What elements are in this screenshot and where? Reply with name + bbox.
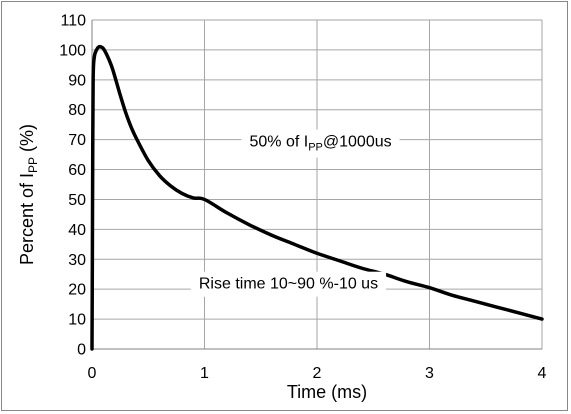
- y-tick-label: 0: [77, 342, 86, 359]
- y-tick-label: 30: [68, 252, 86, 269]
- y-tick-label: 90: [68, 72, 86, 89]
- annotation-top: 50% of IPP@1000us: [241, 129, 400, 158]
- x-axis-title: Time (ms): [287, 382, 367, 402]
- x-tick-label: 4: [538, 365, 547, 382]
- annotation-text: Rise time 10~90 %-10 us: [199, 276, 378, 293]
- annotation-text: 50% of IPP@1000us: [250, 134, 392, 154]
- annotations: 50% of IPP@1000us Rise time 10~90 %-10 us: [190, 129, 400, 297]
- annotation-bottom: Rise time 10~90 %-10 us: [190, 271, 387, 297]
- y-tick-label: 60: [68, 162, 86, 179]
- y-tick-label: 100: [59, 42, 86, 59]
- y-tick-label: 20: [68, 282, 86, 299]
- y-axis-title: Percent of IPP (%): [17, 124, 40, 265]
- y-tick-label: 50: [68, 192, 86, 209]
- series-group: [90, 44, 544, 351]
- y-tick-label: 40: [68, 222, 86, 239]
- tick-labels: 0 10 20 30 40 50 60 70 80 90 100 110 0 1 2 3 4: [59, 13, 546, 383]
- series-line: [90, 44, 544, 351]
- annotation-box: [190, 271, 387, 297]
- x-tick-label: 1: [200, 365, 209, 382]
- y-tick-label: 10: [68, 312, 86, 329]
- axis-titles: Time (ms) Percent of IPP (%): [17, 124, 367, 402]
- y-tick-label: 80: [68, 102, 86, 119]
- annotation-box: [241, 129, 400, 158]
- x-tick-label: 0: [88, 365, 97, 382]
- y-tick-label: 70: [68, 132, 86, 149]
- x-tick-label: 3: [425, 365, 434, 382]
- x-tick-label: 2: [313, 365, 322, 382]
- y-tick-label: 110: [60, 13, 86, 30]
